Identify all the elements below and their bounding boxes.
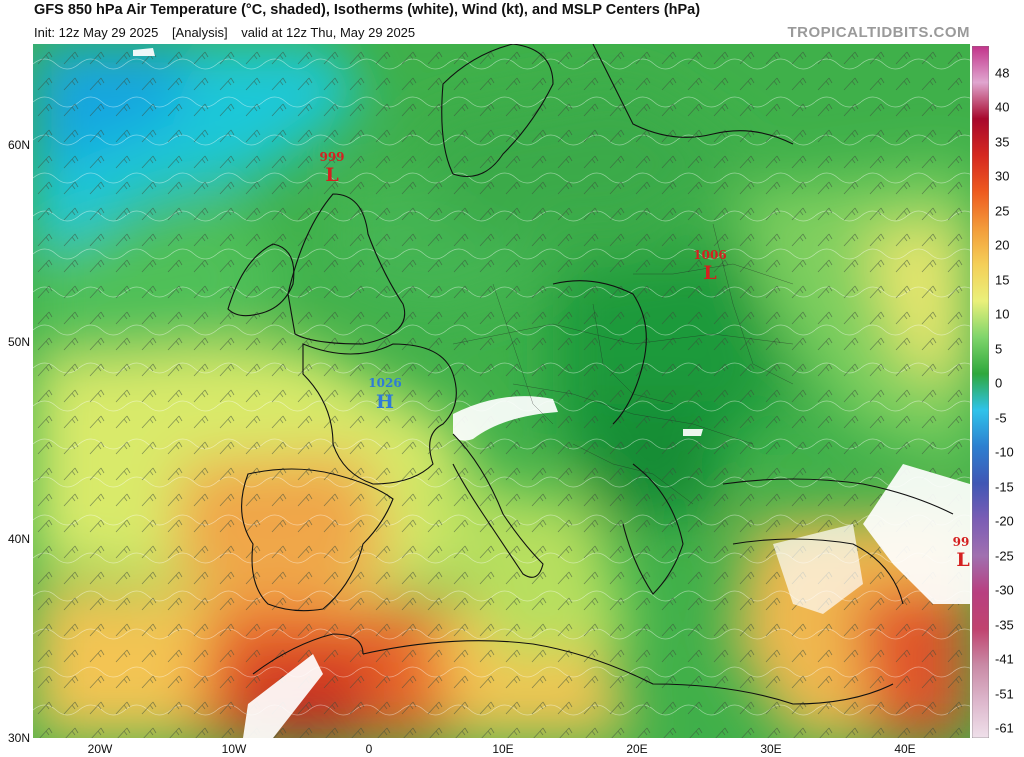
pressure-value: 999	[319, 150, 344, 164]
temperature-field	[33, 44, 970, 738]
low-symbol: L	[325, 164, 338, 186]
low-center-99[interactable]: 99 L	[953, 535, 970, 571]
lon-label-0: 0	[365, 742, 373, 756]
colorbar-label: 10	[995, 306, 1010, 322]
colorbar-label: 15	[995, 272, 1010, 288]
pressure-value: 99	[953, 535, 970, 549]
colorbar-label: -41	[995, 651, 1014, 667]
low-symbol: L	[956, 549, 969, 571]
high-symbol: H	[376, 391, 394, 413]
lon-label-30e: 30E	[760, 742, 782, 756]
analysis-tag: [Analysis]	[171, 25, 228, 40]
pressure-value: 1026	[368, 376, 401, 390]
colorbar-label: -15	[995, 479, 1014, 495]
colorbar	[972, 46, 989, 738]
low-center-999[interactable]: 999 L	[319, 150, 344, 186]
colorbar-label: -61	[995, 720, 1014, 736]
colorbar-label: 20	[995, 237, 1010, 253]
high-center-1026[interactable]: 1026 H	[368, 376, 401, 413]
colorbar-label: -5	[995, 410, 1007, 426]
colorbar-label: 0	[995, 375, 1003, 391]
lon-label-10e: 10E	[492, 742, 514, 756]
colorbar-label: 40	[995, 99, 1010, 115]
weather-map[interactable]: 999 L 1006 L 1026 H 99 L	[33, 44, 970, 738]
map-title: GFS 850 hPa Air Temperature (°C, shaded)…	[34, 2, 701, 18]
init-time: Init: 12z May 29 2025	[34, 25, 159, 40]
site-credit[interactable]: TROPICALTIDBITS.COM	[787, 24, 970, 41]
lon-label-40e: 40E	[894, 742, 916, 756]
colorbar-label: -20	[995, 513, 1014, 529]
lon-label-10w: 10W	[221, 742, 247, 756]
lat-label-60n: 60N	[7, 138, 30, 152]
run-info: Init: 12z May 29 2025 [Analysis] valid a…	[34, 25, 425, 40]
colorbar-label: 48	[995, 65, 1010, 81]
colorbar-label: -30	[995, 582, 1014, 598]
colorbar-label: -35	[995, 617, 1014, 633]
colorbar-label: 5	[995, 341, 1003, 357]
colorbar-label: -10	[995, 444, 1014, 460]
colorbar-label: 35	[995, 134, 1010, 150]
colorbar-label: 30	[995, 168, 1010, 184]
valid-time: valid at 12z Thu, May 29 2025	[241, 25, 416, 40]
lat-label-40n: 40N	[7, 532, 30, 546]
low-symbol: L	[703, 262, 716, 284]
colorbar-label: 25	[995, 203, 1010, 219]
pressure-value: 1006	[693, 248, 726, 262]
low-center-1006[interactable]: 1006 L	[693, 248, 726, 284]
colorbar-label: -51	[995, 686, 1014, 702]
lat-label-30n: 30N	[7, 731, 30, 745]
colorbar-label: -25	[995, 548, 1014, 564]
lon-label-20e: 20E	[626, 742, 648, 756]
lat-label-50n: 50N	[7, 335, 30, 349]
mslp-centers: 999 L 1006 L 1026 H 99 L	[319, 150, 970, 571]
lon-label-20w: 20W	[87, 742, 113, 756]
